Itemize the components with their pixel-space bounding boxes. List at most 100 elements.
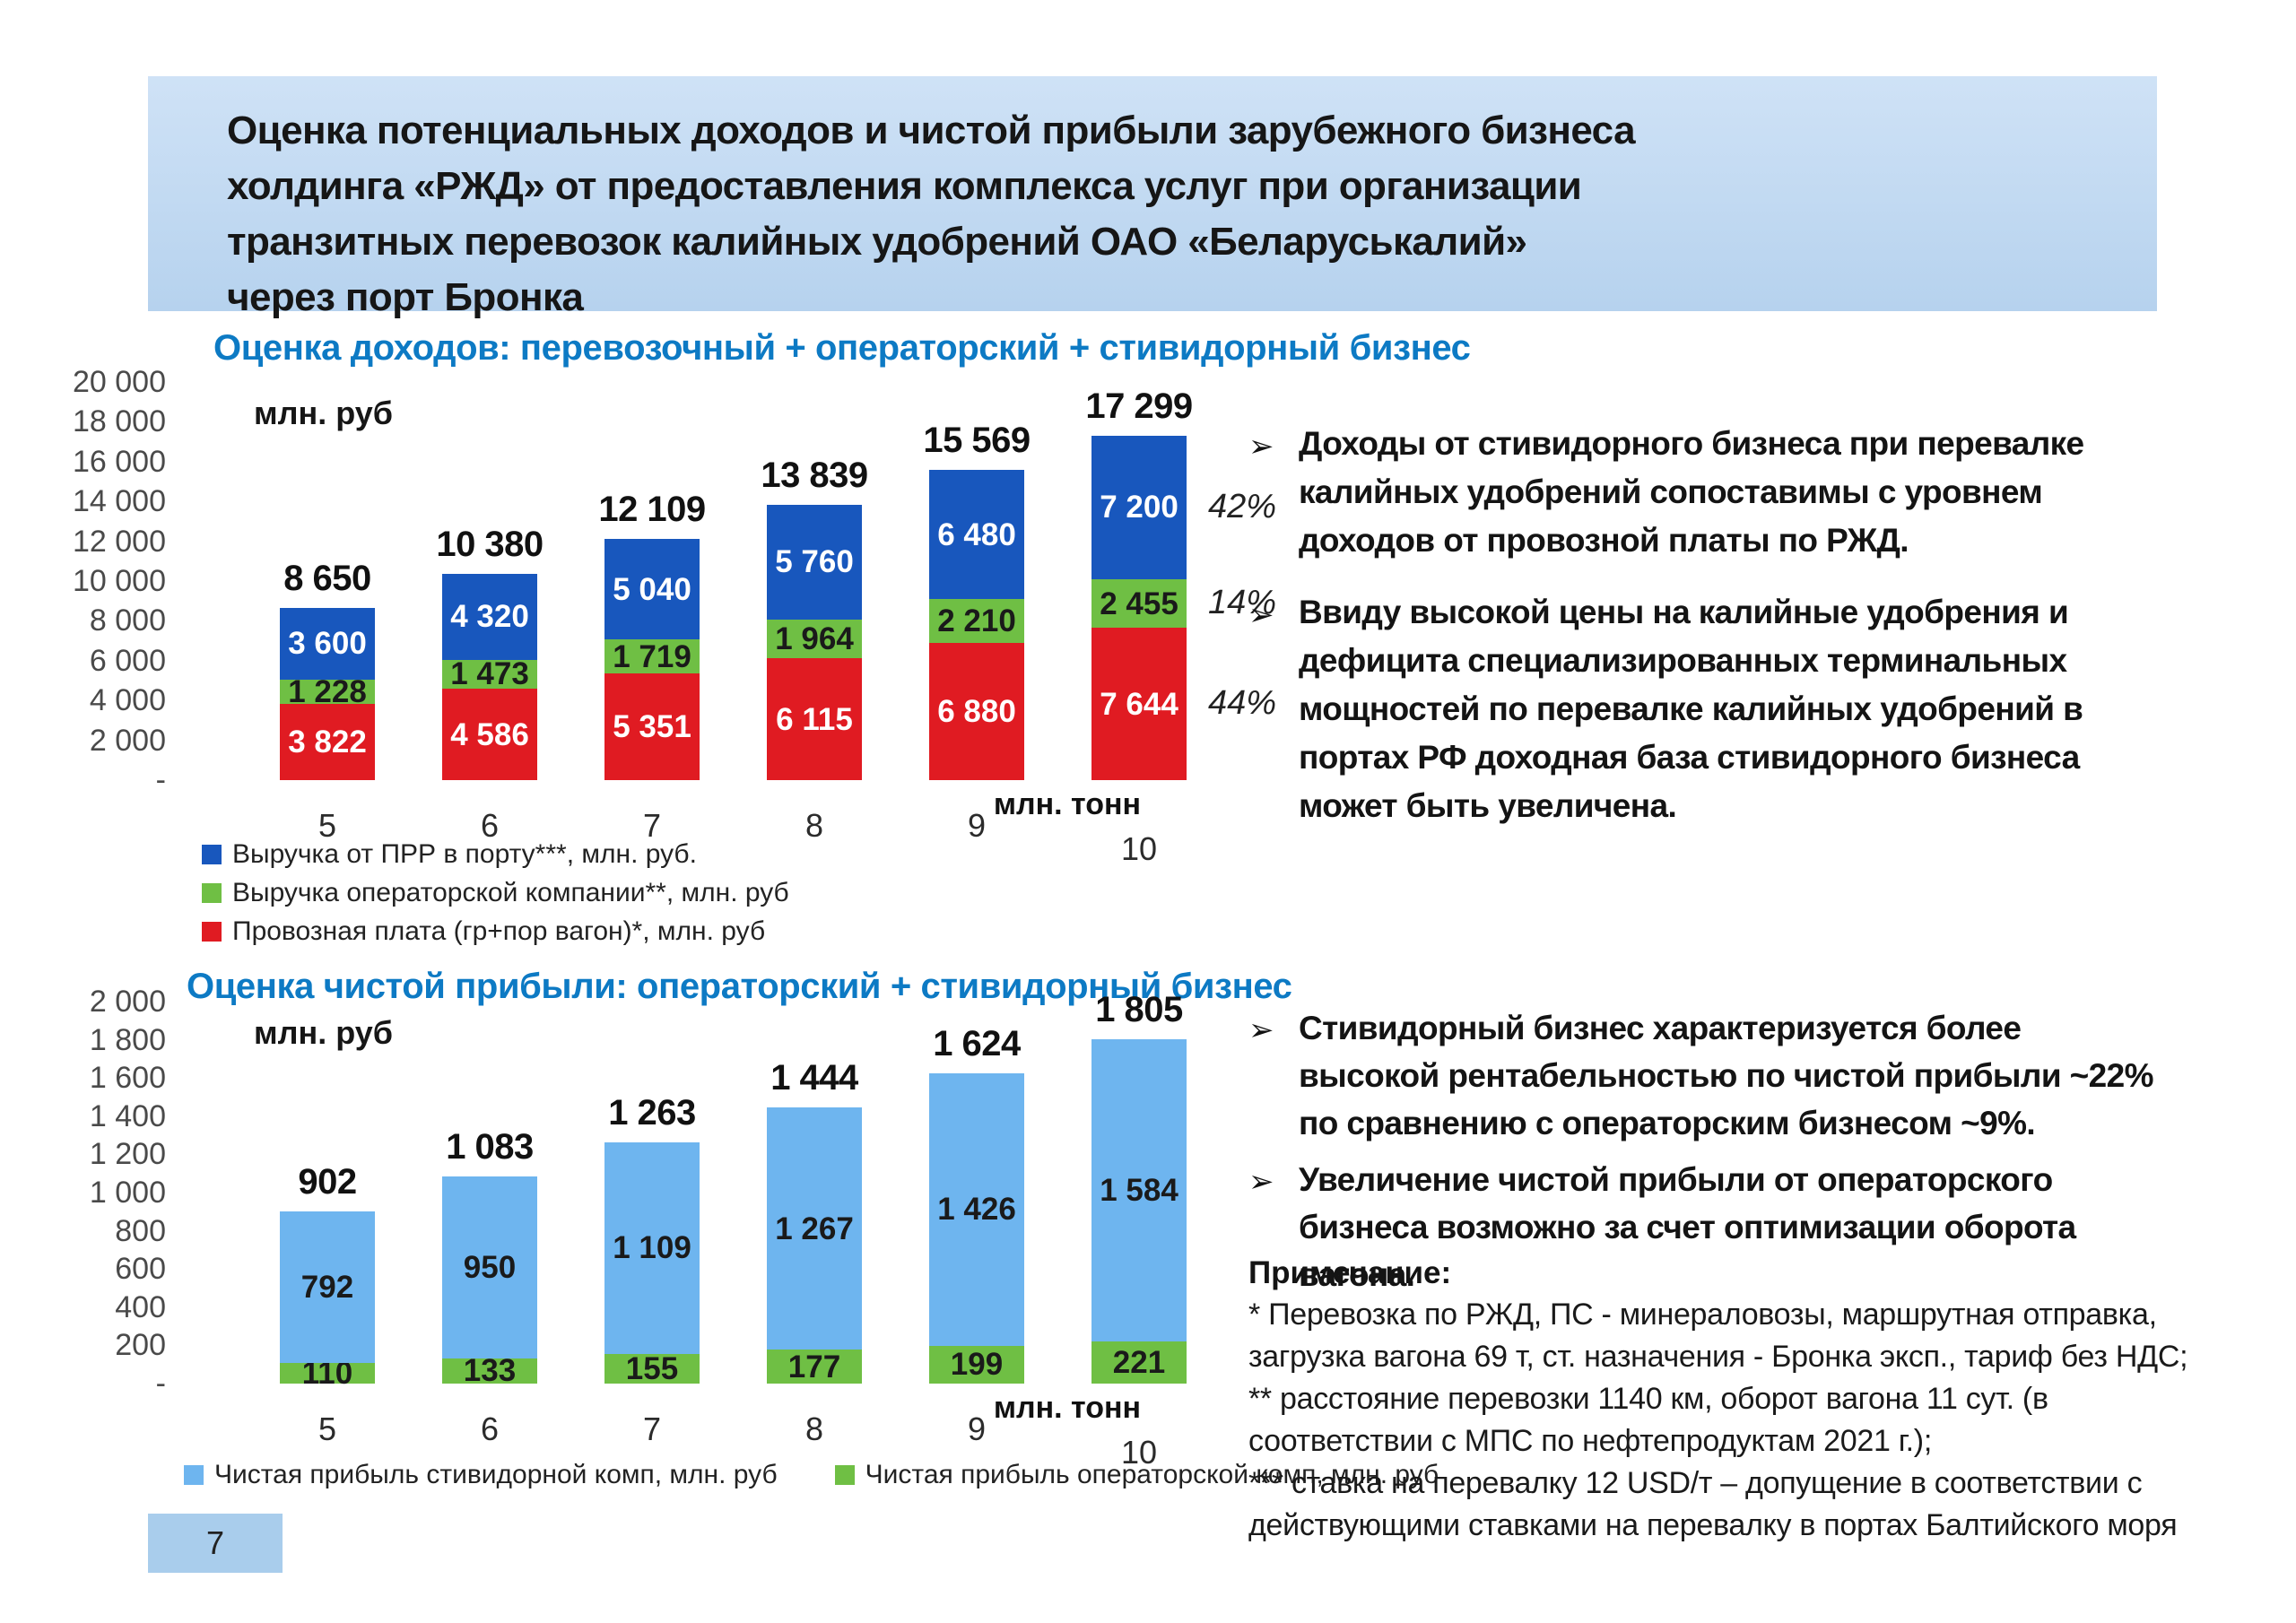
bar-value-label: 2 455 bbox=[1100, 586, 1178, 621]
bar-value-label: 5 760 bbox=[775, 544, 854, 580]
title-band: Оценка потенциальных доходов и чистой пр… bbox=[148, 76, 2157, 319]
profit-bullet-list: ➢ Стивидорный бизнес характеризуется боле… bbox=[1248, 1004, 2163, 1307]
bar-segment: 4 586 bbox=[442, 689, 537, 780]
bar-segment: 1 228 bbox=[280, 676, 375, 707]
y-axis-tick: 8 000 bbox=[89, 603, 166, 638]
legend-swatch bbox=[184, 1465, 204, 1485]
bar-value-label: 1 473 bbox=[450, 656, 529, 692]
slide-title-line: через порт Бронка bbox=[227, 275, 584, 319]
y-axis-tick: 1 800 bbox=[89, 1022, 166, 1057]
x-axis-label: 7 bbox=[642, 807, 662, 844]
bar-value-label: 5 351 bbox=[613, 709, 691, 745]
x-axis-label: 7 bbox=[642, 1410, 662, 1447]
legend-swatch bbox=[834, 1465, 855, 1485]
revenue-chart-title: Оценка доходов: перевозочный + операторс… bbox=[213, 328, 1471, 368]
percent-label: 14% bbox=[1208, 584, 1277, 622]
y-axis-tick: 20 000 bbox=[73, 365, 166, 399]
slide-title-line: транзитных перевозок калийных удобрений … bbox=[227, 220, 1527, 264]
bar-value-label: 1 228 bbox=[288, 674, 367, 710]
bar-value-label: 1 109 bbox=[613, 1230, 691, 1266]
bullet-arrow-icon: ➢ bbox=[1248, 430, 1274, 464]
bullet-text: Доходы от стивидорного бизнеса при перев… bbox=[1299, 425, 2084, 559]
bar-value-label: 5 040 bbox=[613, 571, 691, 607]
y-axis-tick: 1 200 bbox=[89, 1137, 166, 1172]
y-axis-tick: 12 000 bbox=[73, 524, 166, 559]
bar-segment: 5 351 bbox=[604, 673, 700, 780]
bar-value-label: 3 600 bbox=[288, 626, 367, 662]
bar-value-label: 6 480 bbox=[937, 516, 1016, 552]
y-axis-unit-label: млн. руб bbox=[254, 395, 394, 431]
y-axis-tick: 16 000 bbox=[73, 444, 166, 479]
bullet-text: Стивидорный бизнес характеризуется более… bbox=[1299, 1010, 2154, 1141]
bar-segment: 199 bbox=[929, 1345, 1024, 1384]
y-axis-tick: 200 bbox=[115, 1328, 166, 1363]
bullet-text: Ввиду высокой цены на калийные удобрения… bbox=[1299, 594, 2083, 824]
bar-segment: 3 822 bbox=[280, 704, 375, 780]
y-axis-tick: 400 bbox=[115, 1289, 166, 1324]
bar-value-label: 1 267 bbox=[775, 1211, 854, 1246]
bar-total-label: 1 083 bbox=[446, 1127, 534, 1167]
bar-value-label: 6 880 bbox=[937, 694, 1016, 730]
bar-segment: 5 040 bbox=[604, 539, 700, 640]
bar-value-label: 1 426 bbox=[937, 1192, 1016, 1228]
y-axis-tick: 2 000 bbox=[89, 723, 166, 758]
revenue-chart: 20 000 18 000 16 000 14 000 12 000 10 000 8 00… bbox=[73, 366, 1276, 867]
slide-title-line: холдинга «РЖД» от предоставления комплек… bbox=[227, 164, 1582, 208]
bar-value-label: 4 586 bbox=[450, 716, 529, 752]
profit-chart-legend: Чистая прибыль стивидорной комп, млн. ру… bbox=[184, 1460, 1439, 1490]
bar-total-label: 1 624 bbox=[933, 1023, 1021, 1063]
legend-label: Выручка операторской компании**, млн. ру… bbox=[232, 878, 789, 907]
percent-label: 44% bbox=[1208, 684, 1277, 723]
legend-item: Выручка операторской компании**, млн. ру… bbox=[202, 878, 789, 908]
bar-value-label: 4 320 bbox=[450, 599, 529, 635]
y-axis-tick: 800 bbox=[115, 1213, 166, 1248]
x-axis-label: 9 bbox=[967, 807, 987, 844]
bullet-item: ➢ Ввиду высокой цены на калийные удобрени… bbox=[1248, 588, 2163, 830]
bar-value-label: 133 bbox=[463, 1353, 517, 1389]
bar-total-label: 1 263 bbox=[608, 1092, 696, 1133]
bar-segment: 5 760 bbox=[767, 504, 862, 620]
bar-value-label: 7 200 bbox=[1100, 490, 1178, 525]
revenue-chart-legend: Выручка от ПРР в порту***, млн. руб. Выру… bbox=[202, 839, 789, 947]
bar-segment: 4 320 bbox=[442, 573, 537, 660]
bar-value-label: 950 bbox=[463, 1250, 517, 1285]
bar-value-label: 7 644 bbox=[1100, 686, 1178, 722]
legend-item: Провозная плата (гр+пор вагон)*, млн. ру… bbox=[202, 916, 789, 947]
profit-chart: 2 000 1 800 1 600 1 400 1 200 1 000 800 600 400 2… bbox=[90, 985, 1242, 1471]
legend-label: Провозная плата (гр+пор вагон)*, млн. ру… bbox=[232, 916, 766, 946]
y-axis-unit-label: млн. руб bbox=[254, 1014, 394, 1051]
y-axis-tick: 1 600 bbox=[89, 1061, 166, 1096]
bar-value-label: 155 bbox=[625, 1351, 679, 1386]
bar-total-label: 13 839 bbox=[761, 455, 868, 495]
bullet-arrow-icon: ➢ bbox=[1248, 598, 1274, 632]
bar-value-label: 1 584 bbox=[1100, 1172, 1178, 1208]
bar-segment: 1 473 bbox=[442, 656, 537, 692]
bar-total-label: 17 299 bbox=[1085, 386, 1193, 426]
y-axis-tick: 2 000 bbox=[89, 985, 166, 1019]
y-axis-tick: 10 000 bbox=[73, 564, 166, 598]
bar-value-label: 221 bbox=[1112, 1344, 1166, 1380]
legend-swatch bbox=[202, 845, 222, 864]
bar-value-label: 3 822 bbox=[288, 725, 367, 760]
x-axis-label: 9 bbox=[967, 1410, 987, 1447]
bar-segment: 792 bbox=[280, 1211, 375, 1363]
x-axis-label: 10 bbox=[1120, 830, 1158, 867]
bar-segment: 177 bbox=[767, 1350, 862, 1384]
x-axis-label: 5 bbox=[317, 807, 337, 844]
bar-total-label: 1 805 bbox=[1095, 989, 1183, 1029]
legend-item: Чистая прибыль операторской комп, млн. р… bbox=[834, 1460, 1439, 1490]
bar-total-label: 15 569 bbox=[923, 421, 1031, 461]
y-axis-tick: 6 000 bbox=[89, 643, 166, 678]
y-axis-tick: - bbox=[155, 1367, 166, 1401]
bar-segment: 2 455 bbox=[1091, 578, 1187, 629]
bar-total-label: 8 650 bbox=[283, 558, 371, 598]
x-axis-label: 8 bbox=[804, 1410, 824, 1447]
legend-item: Чистая прибыль стивидорной комп, млн. ру… bbox=[184, 1460, 778, 1490]
bar-value-label: 792 bbox=[300, 1269, 354, 1305]
bar-total-label: 1 444 bbox=[770, 1058, 858, 1098]
bar-segment: 1 719 bbox=[604, 639, 700, 674]
bullet-item: ➢ Доходы от стивидорного бизнеса при пере… bbox=[1248, 420, 2163, 565]
bar-segment: 133 bbox=[442, 1353, 537, 1389]
y-axis-tick: 18 000 bbox=[73, 404, 166, 439]
